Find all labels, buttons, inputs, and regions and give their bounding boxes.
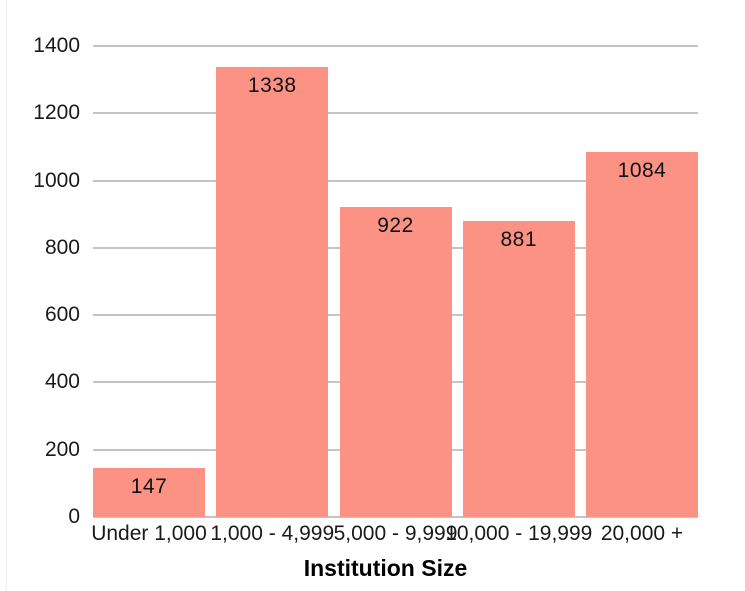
y-tick-label: 1400	[33, 34, 80, 57]
bar: 881	[462, 220, 575, 517]
bar: 1338	[216, 66, 329, 517]
bar-value-label: 922	[377, 213, 414, 237]
y-tick-label: 0	[68, 505, 80, 528]
gridline	[93, 179, 698, 182]
x-axis-title: Institution Size	[303, 555, 468, 581]
bar-value-label: 881	[500, 227, 538, 251]
bar: 147	[93, 467, 205, 517]
y-tick-label: 600	[44, 303, 80, 327]
x-tick-label: 10,000 - 19,999	[445, 522, 593, 545]
y-tick-label: 1000	[33, 168, 80, 192]
bar: 922	[339, 206, 452, 517]
x-tick-label: Under 1,000	[91, 522, 207, 545]
y-tick-label: 400	[44, 370, 80, 394]
bar-value-label: 1338	[247, 73, 297, 97]
x-tick-label: 1,000 - 4,999	[210, 522, 335, 545]
gridline	[93, 45, 698, 47]
bar-value-label: 1084	[617, 159, 667, 183]
gridline	[93, 516, 698, 518]
x-tick-label: 5,000 - 9,999	[333, 522, 458, 545]
bar: 1084	[586, 152, 698, 517]
gridline	[93, 112, 698, 115]
y-tick-label: 1200	[33, 101, 80, 125]
left-edge-line	[6, 0, 7, 591]
y-tick-label: 800	[44, 235, 80, 259]
bar-value-label: 147	[130, 474, 168, 498]
y-tick-label: 200	[44, 437, 80, 461]
x-tick-label: 20,000 +	[600, 522, 684, 545]
plot-area: 147 1338 922 881 1084	[93, 45, 698, 518]
